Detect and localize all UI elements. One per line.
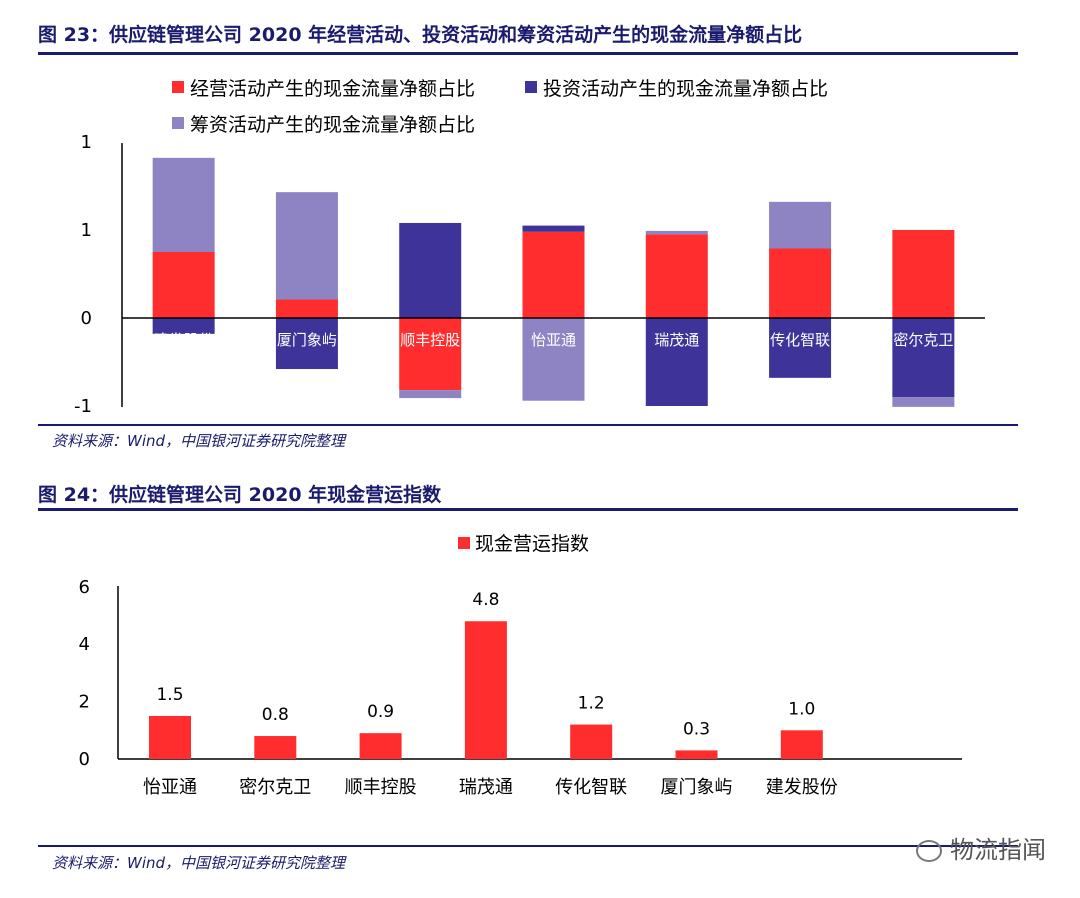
legend-swatch — [525, 81, 537, 93]
y-tick-label: 1 — [81, 132, 92, 153]
legend-swatch — [172, 81, 184, 93]
y-tick-label: 0 — [79, 749, 90, 770]
watermark: 物流指闻 — [916, 830, 1046, 865]
x-category-label: 传化智联 — [555, 777, 627, 798]
x-category-label: 厦门象屿 — [277, 331, 337, 349]
bar-segment — [399, 222, 462, 318]
x-category-label: 密尔克卫 — [893, 331, 953, 349]
x-category-label: 顺丰控股 — [400, 331, 460, 349]
bar — [570, 724, 613, 759]
data-label: 1.2 — [578, 694, 605, 714]
x-category-label: 密尔克卫 — [239, 777, 311, 798]
data-label: 1.0 — [788, 699, 815, 719]
bar — [675, 750, 718, 759]
bar-segment — [522, 231, 585, 318]
bar-segment — [769, 201, 832, 249]
bar — [464, 621, 507, 759]
bar-segment — [399, 390, 462, 399]
figure-24-source: 资料来源：Wind，中国银河证券研究院整理 — [52, 854, 346, 872]
bar-segment — [275, 318, 338, 370]
bar-segment — [152, 157, 215, 252]
bar-segment — [892, 230, 955, 318]
figure-24-top-rule — [38, 508, 1018, 511]
bar — [359, 733, 402, 759]
figure-23-bottom-rule — [38, 424, 1018, 426]
x-category-label: 传化智联 — [770, 331, 830, 349]
x-category-label: 厦门象屿 — [661, 777, 733, 798]
x-category-label: 顺丰控股 — [345, 777, 417, 798]
figure-24-title: 图 24：供应链管理公司 2020 年现金营运指数 — [38, 484, 442, 506]
bar — [780, 730, 823, 759]
bar-segment — [522, 225, 585, 232]
bar-segment — [769, 248, 832, 318]
data-label: 0.9 — [367, 702, 394, 722]
x-category-label: 怡亚通 — [143, 777, 197, 798]
legend-label: 投资活动产生的现金流量净额占比 — [543, 78, 828, 100]
bar — [254, 736, 297, 759]
bar-segment — [892, 318, 955, 398]
y-tick-label: 2 — [79, 692, 90, 713]
x-category-label: 建发股份 — [766, 777, 838, 798]
stacked-bar-chart: 经营活动产生的现金流量净额占比 投资活动产生的现金流量净额占比筹资活动产生的现金流… — [74, 78, 985, 417]
data-label: 0.3 — [683, 719, 710, 739]
bar-segment — [275, 299, 338, 318]
figure-23-top-rule — [38, 52, 1018, 55]
bar — [149, 715, 191, 759]
bar-segment — [645, 230, 708, 235]
legend-swatch — [458, 537, 470, 549]
legend-swatch — [172, 117, 184, 129]
bar-segment — [399, 318, 462, 391]
data-label: 4.8 — [472, 590, 499, 610]
x-category-label: 怡亚通 — [531, 331, 576, 349]
bar-segment — [892, 397, 955, 407]
wechat-icon — [916, 840, 942, 862]
data-label: 0.8 — [262, 705, 289, 725]
bar-segment — [769, 318, 832, 378]
figure-23-source: 资料来源：Wind，中国银河证券研究院整理 — [52, 432, 346, 450]
y-tick-label: 6 — [79, 577, 90, 598]
x-category-label: 瑞茂通 — [459, 777, 513, 798]
y-tick-label: 0 — [81, 308, 92, 329]
bar-segment — [152, 318, 215, 334]
legend-label: 经营活动产生的现金流量净额占比 — [190, 78, 475, 100]
x-category-label: 建发股份 — [154, 331, 214, 349]
watermark-text: 物流指闻 — [950, 836, 1046, 864]
x-category-label: 瑞茂通 — [654, 331, 699, 349]
y-tick-label: 1 — [81, 220, 92, 241]
y-tick-label: 4 — [79, 634, 90, 655]
bar-segment — [645, 318, 708, 406]
legend-label: 筹资活动产生的现金流量净额占比 — [190, 114, 475, 136]
y-tick-label: -1 — [74, 396, 92, 417]
bar-segment — [522, 318, 585, 401]
figure-23-title: 图 23：供应链管理公司 2020 年经营活动、投资活动和筹资活动产生的现金流量… — [38, 24, 803, 46]
bar-segment — [275, 192, 338, 300]
bar-segment — [152, 252, 215, 318]
data-label: 1.5 — [156, 685, 183, 705]
legend-label: 现金营运指数 — [475, 533, 589, 555]
bar-segment — [645, 234, 708, 318]
figure-24-bottom-rule — [38, 845, 1018, 847]
